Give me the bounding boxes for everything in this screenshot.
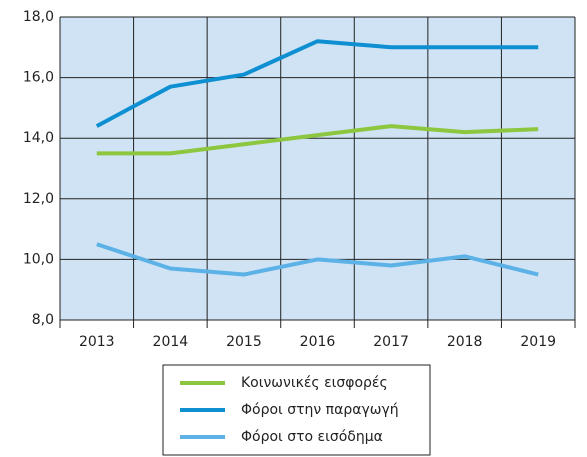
x-tick-label: 2016 bbox=[300, 334, 336, 350]
legend-label: Κοινωνικές εισφορές bbox=[241, 375, 388, 391]
y-tick-label: 16,0 bbox=[23, 70, 54, 86]
y-tick-label: 18,0 bbox=[23, 9, 54, 25]
y-tick-label: 12,0 bbox=[23, 191, 54, 207]
legend-label: Φόροι στο εισόδημα bbox=[241, 429, 383, 445]
series-line bbox=[96, 124, 539, 156]
x-tick-label: 2015 bbox=[226, 334, 262, 350]
y-tick-label: 10,0 bbox=[23, 251, 54, 267]
x-tick-label: 2018 bbox=[447, 334, 483, 350]
x-tick-label: 2017 bbox=[373, 334, 409, 350]
y-tick-label: 8,0 bbox=[32, 312, 54, 328]
x-tick-label: 2014 bbox=[153, 334, 189, 350]
x-tick-label: 2013 bbox=[79, 334, 115, 350]
plot-background bbox=[60, 17, 575, 320]
legend-label: Φόροι στην παραγωγή bbox=[241, 402, 399, 418]
x-tick-label: 2019 bbox=[520, 334, 556, 350]
series-line bbox=[96, 242, 539, 277]
series-line bbox=[95, 39, 539, 128]
y-tick-label: 14,0 bbox=[23, 130, 54, 146]
